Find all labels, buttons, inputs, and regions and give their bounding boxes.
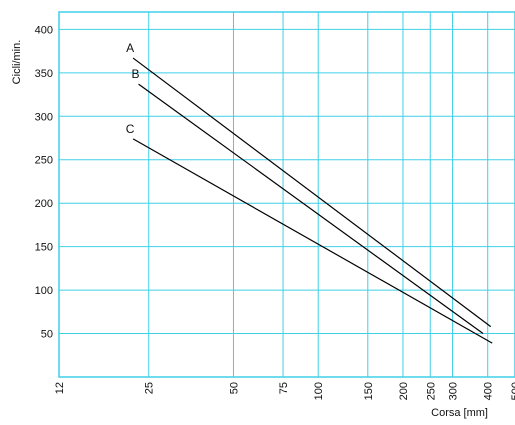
y-gridlines: [59, 28, 515, 335]
x-tick-label: 300: [448, 382, 460, 400]
y-tick-label: 50: [41, 329, 53, 341]
x-tick-label: 12: [54, 382, 66, 394]
x-tick-label: 500: [510, 382, 515, 400]
y-tick-label: 150: [35, 242, 53, 254]
y-tick-labels: 50 100 150 200 250 300 350 400: [35, 24, 53, 340]
series-line-c: [132, 138, 493, 344]
series-label-b: B: [132, 67, 140, 81]
x-tick-label: 100: [313, 382, 325, 400]
plot-frame: [58, 11, 515, 378]
x-axis-label: Corsa [mm]: [431, 407, 488, 419]
y-tick-label: 250: [35, 155, 53, 167]
y-tick-label: 300: [35, 111, 53, 123]
series-labels: AB C: [126, 41, 140, 136]
series-lines: [132, 57, 493, 344]
series-label-c: C: [126, 122, 135, 136]
series-line-a: [132, 57, 492, 328]
x-gridlines: [148, 12, 489, 377]
x-tick-label: 50: [228, 382, 240, 394]
x-tick-label: 400: [483, 382, 495, 400]
y-tick-label: 350: [35, 68, 53, 80]
x-tick-labels: 12 25 50 75 100 150 200 250 300 400 500: [54, 382, 515, 400]
x-tick-label: 25: [144, 382, 156, 394]
y-axis-label: Cicli/min.: [11, 40, 23, 85]
x-tick-label: 75: [278, 382, 290, 394]
series-label-a: A: [126, 41, 134, 55]
y-tick-label: 400: [35, 24, 53, 36]
x-tick-label: 200: [398, 382, 410, 400]
series-line-b: [138, 83, 484, 335]
x-tick-label: 250: [425, 382, 437, 400]
x-tick-label: 150: [363, 382, 375, 400]
y-tick-label: 100: [35, 285, 53, 297]
y-tick-label: 200: [35, 198, 53, 210]
